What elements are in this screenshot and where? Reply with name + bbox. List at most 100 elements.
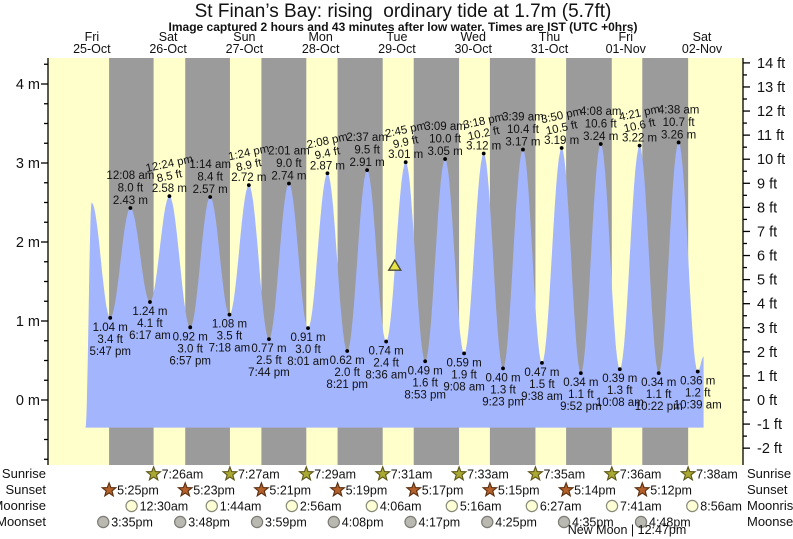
high-tide-point: 3.05 m10.0 ft3:09 am	[424, 121, 466, 161]
moonset-time: 4:35pm	[572, 516, 614, 530]
high-tide-height-m: 3.26 m	[661, 129, 696, 141]
day-name: Thu	[539, 30, 561, 44]
high-tide-height-ft: 9.5 ft	[354, 145, 380, 157]
left-axis-tick-label: 4 m	[16, 77, 40, 93]
left-axis	[41, 58, 49, 465]
right-axis-tick-label: 0 ft	[757, 393, 777, 409]
high-tide-height-m: 3.17 m	[505, 137, 540, 149]
low-tide-dot	[188, 325, 193, 330]
high-tide-time: 1:14 am	[189, 159, 231, 171]
moonset-time: 3:35pm	[111, 516, 153, 530]
sunrise-time: 7:36am	[620, 468, 662, 482]
astro-row-label-right: Moonrise	[747, 498, 793, 513]
moonrise-icon	[445, 499, 459, 513]
moonset-icon	[557, 515, 571, 529]
sunset-time: 5:21pm	[269, 484, 311, 498]
high-tide-dot	[481, 151, 486, 156]
moonrise-icon	[365, 499, 379, 513]
high-tide-point: 3.24 m10.6 ft4:08 am	[580, 106, 622, 146]
high-tide-height-m: 3.19 m	[544, 135, 579, 147]
moonrise-icon	[125, 499, 138, 513]
sunset-time: 5:25pm	[117, 484, 159, 498]
moonrise-icon	[205, 499, 218, 513]
day-name: Mon	[309, 30, 333, 44]
sunrise-star-icon	[450, 465, 468, 482]
right-axis-tick-label: 8 ft	[757, 200, 777, 216]
moonset-icon	[404, 515, 417, 529]
day-date: 02-Nov	[682, 42, 723, 56]
low-tide-height-ft: 1.9 ft	[451, 369, 477, 381]
moonset-time: 4:48pm	[649, 516, 691, 530]
chart-subtitle: Image captured 2 hours and 43 minutes af…	[169, 20, 638, 34]
sunset-time: 5:15pm	[498, 484, 540, 498]
low-tide-height-m: 1.08 m	[212, 319, 247, 331]
low-tide-time: 10:39 am	[674, 400, 722, 412]
high-tide-point: 3.19 m10.5 ft3:50 pm	[540, 106, 583, 150]
high-tide-height-m: 3.01 m	[388, 149, 423, 161]
sunset-star-icon	[405, 481, 423, 498]
sunrise-time: 7:33am	[467, 468, 509, 482]
right-axis-tick-label: 10 ft	[757, 152, 785, 168]
low-tide-height-ft: 1.3 ft	[490, 384, 516, 396]
low-tide-height-m: 0.77 m	[251, 343, 286, 355]
moonrise-time: 8:56am	[700, 500, 742, 514]
day-name: Sat	[693, 30, 712, 44]
low-tide-point: 0.77 m2.5 ft7:44 pm	[248, 337, 290, 379]
sunrise-time: 7:38am	[696, 468, 738, 482]
high-tide-point: 2.91 m9.5 ft2:37 am	[346, 132, 388, 173]
low-tide-time: 8:01 am	[287, 356, 329, 368]
high-tide-time: 3:09 am	[424, 121, 466, 133]
low-tide-time: 10:22 pm	[635, 401, 683, 413]
right-axis-tick-label: 2 ft	[757, 345, 777, 361]
low-tide-time: 7:44 pm	[248, 367, 290, 379]
high-tide-time: 12:08 am	[106, 170, 154, 182]
high-tide-time: 2:37 am	[346, 132, 388, 144]
low-tide-time: 8:21 pm	[326, 379, 368, 391]
moonset-time: 4:17pm	[419, 516, 461, 530]
right-axis-tick-label: 4 ft	[757, 297, 777, 313]
page-title: St Finan’s Bay: rising ordinary tide at …	[195, 1, 612, 22]
low-tide-height-m: 1.04 m	[93, 322, 128, 334]
right-axis-tick-label: 14 ft	[757, 56, 785, 72]
day-date: 27-Oct	[226, 42, 264, 56]
right-axis-tick-label: -1 ft	[757, 417, 782, 433]
high-tide-dot	[365, 168, 370, 173]
tide-curve	[85, 142, 704, 428]
right-axis	[742, 58, 750, 465]
high-tide-height-m: 3.12 m	[466, 141, 501, 153]
moonrise-time: 5:16am	[460, 500, 502, 514]
low-tide-dot	[462, 351, 466, 356]
moonset-icon	[174, 515, 187, 529]
low-tide-height-m: 0.49 m	[408, 365, 443, 377]
low-tide-point: 0.34 m1.1 ft9:52 pm	[560, 371, 602, 413]
moonrise-icon	[525, 499, 539, 513]
day-name: Sun	[233, 30, 255, 44]
sunrise-star-icon	[679, 465, 697, 482]
low-tide-point: 0.74 m2.4 ft8:36 am	[365, 339, 407, 382]
low-tide-height-m: 1.24 m	[132, 306, 167, 318]
day-date: 01-Nov	[606, 42, 647, 56]
low-tide-height-ft: 1.1 ft	[568, 389, 594, 401]
low-tide-dot	[423, 359, 428, 364]
high-tide-height-ft: 8.0 ft	[118, 183, 144, 195]
moonrise-time: 4:06am	[380, 500, 422, 514]
day-date: 29-Oct	[378, 42, 416, 56]
day-date: 28-Oct	[302, 42, 340, 56]
right-axis-tick-label: 12 ft	[757, 104, 785, 120]
moonset-time: 3:59pm	[265, 516, 307, 530]
right-axis-tick-label: 11 ft	[757, 128, 784, 144]
low-tide-point: 1.04 m3.4 ft5:47 pm	[89, 315, 131, 358]
low-tide-height-m: 0.74 m	[369, 346, 404, 358]
sunset-star-icon	[176, 481, 194, 498]
current-tide-marker	[387, 258, 403, 271]
right-axis-tick-label: 7 ft	[757, 224, 777, 240]
high-tide-time: 4:38 am	[658, 104, 700, 116]
low-tide-point: 0.62 m2.0 ft8:21 pm	[326, 349, 368, 391]
low-tide-dot	[306, 326, 310, 331]
low-tide-height-m: 0.34 m	[641, 377, 676, 389]
sunset-star-icon	[253, 481, 270, 498]
high-tide-height-ft: 9.4 ft	[314, 145, 342, 162]
